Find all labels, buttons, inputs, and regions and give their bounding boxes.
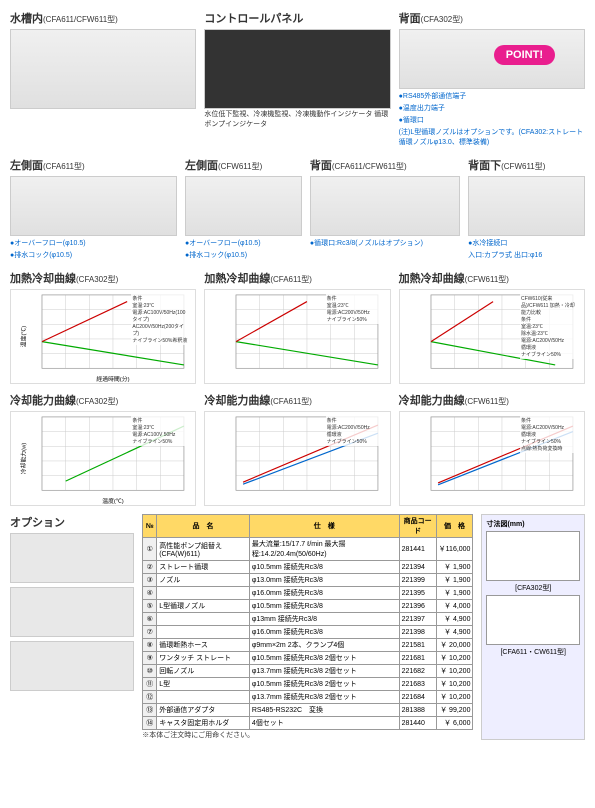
back1-notes: ●RS485外部通信端子●温度出力端子●循環口(注)L型循環ノズルはオプションで… [399,91,585,147]
table-row: ⑪ L型φ10.5mm 接続先Rc3/8 2個セット221683￥ 10,200 [143,678,473,691]
panel-title: コントロールパネル [204,10,390,26]
chart-heat2: 加熱冷却曲線(CFA611型) 条件 室温:23℃ 電源:AC200V/50Hz… [204,270,390,384]
sideleft1-section: 左側面(CFA611型) ●オーバーフロー(φ10.5)●排水コック(φ10.5… [10,157,177,260]
options-table-wrap: №品 名仕 様商品コード価 格 ①高性能ポンプ組替え(CFA(W)611)最大流… [142,514,473,740]
sideleft2-photo [185,176,302,236]
tank-section: 水槽内(CFA611/CFW611型) [10,10,196,147]
svg-text:温度(℃): 温度(℃) [102,497,124,505]
opt-photo-2 [10,587,134,637]
panel-notes: 水位低下監視、冷凍機監視、冷凍機動作インジケータ 循環ポンプインジケータ [204,109,390,129]
table-row: ⑭キャスタ固定用ホルダ4個セット281440￥ 6,000 [143,717,473,730]
panel-photo [204,29,390,109]
table-row: ⑤L型循環ノズルφ10.5mm 接続先Rc3/8221396￥ 4,000 [143,600,473,613]
back1-model: (CFA302型) [421,15,463,24]
table-row: ①高性能ポンプ組替え(CFA(W)611)最大流量:15/17.7 ℓ/min … [143,538,473,561]
sideleft1-photo [10,176,177,236]
table-row: ④φ16.0mm 接続先Rc3/8221395￥ 1,900 [143,587,473,600]
options-photos: オプション [10,514,134,740]
options-table: №品 名仕 様商品コード価 格 ①高性能ポンプ組替え(CFA(W)611)最大流… [142,514,473,730]
chart-heat1: 加熱冷却曲線(CFA302型) 温度(℃)経過時間(分)条件 室温:23℃ 電源… [10,270,196,384]
table-row: ⑦φ16.0mm 接続先Rc3/8221398￥ 4,900 [143,626,473,639]
table-row: ②ストレート循環φ10.5mm 接続先Rc3/8221394￥ 1,900 [143,561,473,574]
sideleft2-section: 左側面(CFW611型) ●オーバーフロー(φ10.5)●排水コック(φ10.5… [185,157,302,260]
table-row: ⑫φ13.7mm 接続先Rc3/8 2個セット221684￥ 10,200 [143,691,473,704]
back2-section: 背面(CFA611/CFW611型) ●循環口:Rc3/8(ノズルはオプション) [310,157,460,260]
svg-text:冷却能力(w): 冷却能力(w) [19,443,27,475]
dim-diagram-1 [486,531,580,581]
opt-photo-3 [10,641,134,691]
svg-text:温度(℃): 温度(℃) [19,326,27,348]
chart-heat3: 加熱冷却曲線(CFW611型) CFW610(従来品)/CFW611 加熱・冷却… [399,270,585,384]
table-row: ⑬外部通信アダプタRS485-RS232C 変換281388￥ 99,200 [143,704,473,717]
point-badge: POINT! [494,45,555,65]
dimensions-box: 寸法図(mm) [CFA302型] [CFA611・CW611型] [481,514,585,740]
table-row: ⑩回転ノズルφ13.7mm 接続先Rc3/8 2個セット221682￥ 10,2… [143,665,473,678]
dim-diagram-2 [486,595,580,645]
backbottom-photo [468,176,585,236]
tank-title: 水槽内 [10,13,43,25]
chart-cool1: 冷却能力曲線(CFA302型) 冷却能力(w)温度(℃)条件 室温:23℃ 電源… [10,392,196,506]
back1-section: POINT! 背面(CFA302型) ●RS485外部通信端子●温度出力端子●循… [399,10,585,147]
table-row: ⑨ワンタッチ ストレートφ10.5mm 接続先Rc3/8 2個セット221681… [143,652,473,665]
svg-text:経過時間(分): 経過時間(分) [96,375,129,383]
tank-photo [10,29,196,109]
back1-photo [399,29,585,89]
table-row: ⑥φ13mm 接続先Rc3/8221397￥ 4,900 [143,613,473,626]
tank-model: (CFA611/CFW611型) [43,15,118,24]
table-row: ③ノズルφ13.0mm 接続先Rc3/8221399￥ 1,900 [143,574,473,587]
opt-photo-1 [10,533,134,583]
backbottom-section: 背面下(CFW611型) ●水冷接続口入口:カプラ式 出口:φ16 [468,157,585,260]
table-row: ⑧循環断熱ホースφ9mm×2m 2本、クランプ4個221581￥ 20,000 [143,639,473,652]
chart-cool3: 冷却能力曲線(CFW611型) 条件 電源:AC200V/50Hz 循環液 ナイ… [399,392,585,506]
chart-cool2: 冷却能力曲線(CFA611型) 条件 電源:AC200V/50Hz 循環液 ナイ… [204,392,390,506]
back2-photo [310,176,460,236]
back1-title: 背面 [399,13,421,25]
panel-section: コントロールパネル 水位低下監視、冷凍機監視、冷凍機動作インジケータ 循環ポンプ… [204,10,390,147]
